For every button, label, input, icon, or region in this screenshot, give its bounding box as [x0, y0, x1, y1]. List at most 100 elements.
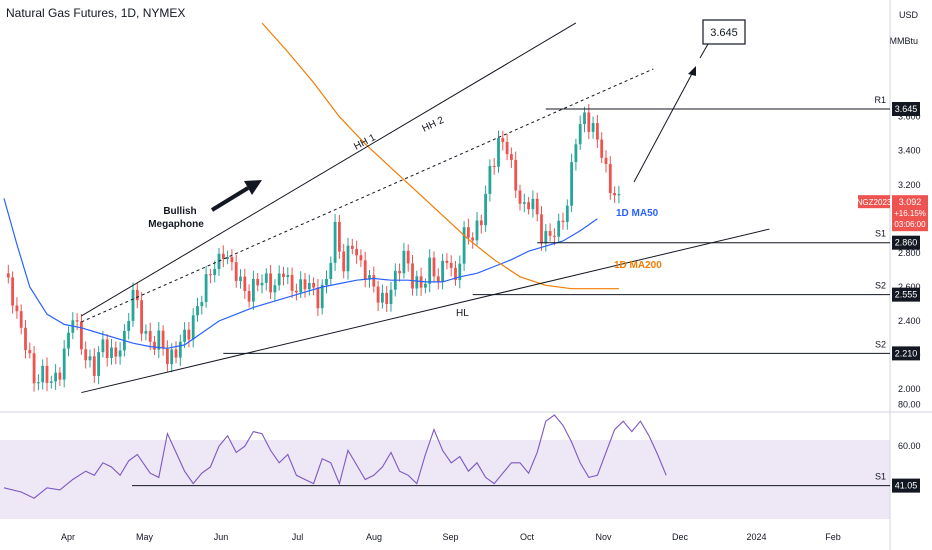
candle-body	[608, 164, 612, 194]
candle-body	[286, 275, 290, 278]
candle-body	[617, 194, 621, 196]
candle-body	[471, 237, 475, 241]
time-tick-label: Dec	[672, 532, 689, 542]
candle-body	[596, 123, 599, 140]
time-tick-label: Jul	[292, 532, 304, 542]
candle-body	[320, 284, 324, 309]
rsi-line	[3, 414, 667, 499]
candle-body	[316, 287, 320, 309]
candle-body	[273, 285, 277, 293]
candle-body	[574, 144, 578, 163]
candle-body	[406, 250, 410, 264]
candle-body	[535, 198, 539, 215]
candle-body	[376, 286, 380, 303]
candle-body	[441, 260, 444, 282]
candle-body	[540, 214, 543, 244]
candle-body	[110, 347, 113, 359]
level-price-tag	[892, 235, 920, 250]
level-price-tag	[892, 287, 920, 302]
hl-trendline	[81, 228, 770, 394]
candle-body	[24, 327, 27, 351]
candle-body	[45, 365, 49, 383]
candle-body	[295, 290, 298, 293]
candle-body	[200, 302, 204, 307]
candle-body	[131, 289, 135, 321]
candle-body	[557, 220, 561, 237]
ma200-line	[261, 22, 619, 290]
price-tick-label: 2.400	[898, 316, 921, 326]
candle-body	[28, 350, 32, 354]
candle-body	[118, 350, 122, 357]
candle-body	[80, 321, 83, 350]
candle-body	[578, 124, 582, 145]
candle-body	[600, 139, 604, 158]
candle-body	[54, 372, 57, 382]
candle-body	[196, 306, 199, 316]
candle-body	[269, 273, 272, 293]
bullish-label: Bullish	[163, 206, 196, 217]
level-label: S2	[875, 339, 886, 349]
candle-body	[148, 331, 152, 342]
candle-body	[15, 305, 19, 312]
candle-body	[127, 320, 131, 331]
rsi-tick-label: 60.00	[898, 441, 921, 451]
candle-body	[264, 273, 268, 283]
candle-body	[350, 245, 354, 249]
level-price-tag	[892, 101, 920, 116]
bullish-arrow-head	[244, 180, 262, 195]
candle-body	[479, 220, 483, 226]
candle-body	[303, 279, 307, 290]
price-tag-change: +16.15%	[894, 209, 926, 218]
candle-body	[170, 349, 174, 365]
candle-body	[88, 356, 92, 361]
candle-body	[475, 220, 479, 241]
rsi-level-tag-text: 41.05	[895, 481, 918, 491]
candle-body	[191, 315, 195, 340]
ma50-line	[3, 198, 598, 349]
symbol-tag	[858, 195, 890, 209]
candle-body	[458, 263, 462, 281]
symbol-tag-text: NGZ2023	[857, 198, 892, 207]
candle-body	[527, 202, 530, 210]
candle-body	[6, 273, 10, 278]
time-tick-label: Oct	[520, 532, 535, 542]
price-tag	[892, 195, 928, 232]
candle-body	[187, 329, 191, 340]
candle-body	[67, 332, 70, 349]
price-tick-label: 2.800	[898, 248, 921, 258]
time-tick-label: 2024	[746, 532, 766, 542]
hh1-trendline	[81, 22, 577, 317]
candle-body	[492, 166, 496, 168]
candle-body	[368, 275, 371, 280]
candle-body	[488, 166, 492, 194]
candle-body	[346, 245, 350, 272]
candle-body	[75, 320, 79, 322]
candle-body	[282, 273, 285, 278]
candle-body	[161, 330, 165, 349]
candle-body	[415, 276, 419, 289]
time-tick-label: Jun	[214, 532, 229, 542]
candle-body	[92, 356, 96, 376]
candle-body	[178, 341, 182, 358]
candle-body	[462, 227, 466, 264]
time-tick-label: Nov	[595, 532, 612, 542]
projection-arrow-head	[688, 66, 696, 76]
time-tick-label: Sep	[442, 532, 458, 542]
price-tick-label: 2.600	[898, 282, 921, 292]
rsi-level-label: S1	[875, 472, 886, 482]
candle-body	[565, 205, 569, 222]
candle-body	[239, 276, 242, 282]
candle-body	[436, 276, 440, 282]
candle-body	[204, 274, 208, 303]
candle-body	[174, 349, 178, 358]
candle-body	[230, 257, 234, 263]
candle-body	[333, 222, 337, 263]
candle-body	[604, 157, 608, 165]
candle-body	[140, 300, 143, 334]
candle-body	[497, 138, 500, 167]
candle-body	[514, 159, 518, 191]
candle-body	[290, 275, 294, 291]
candle-body	[363, 260, 367, 280]
candle-body	[531, 198, 535, 210]
